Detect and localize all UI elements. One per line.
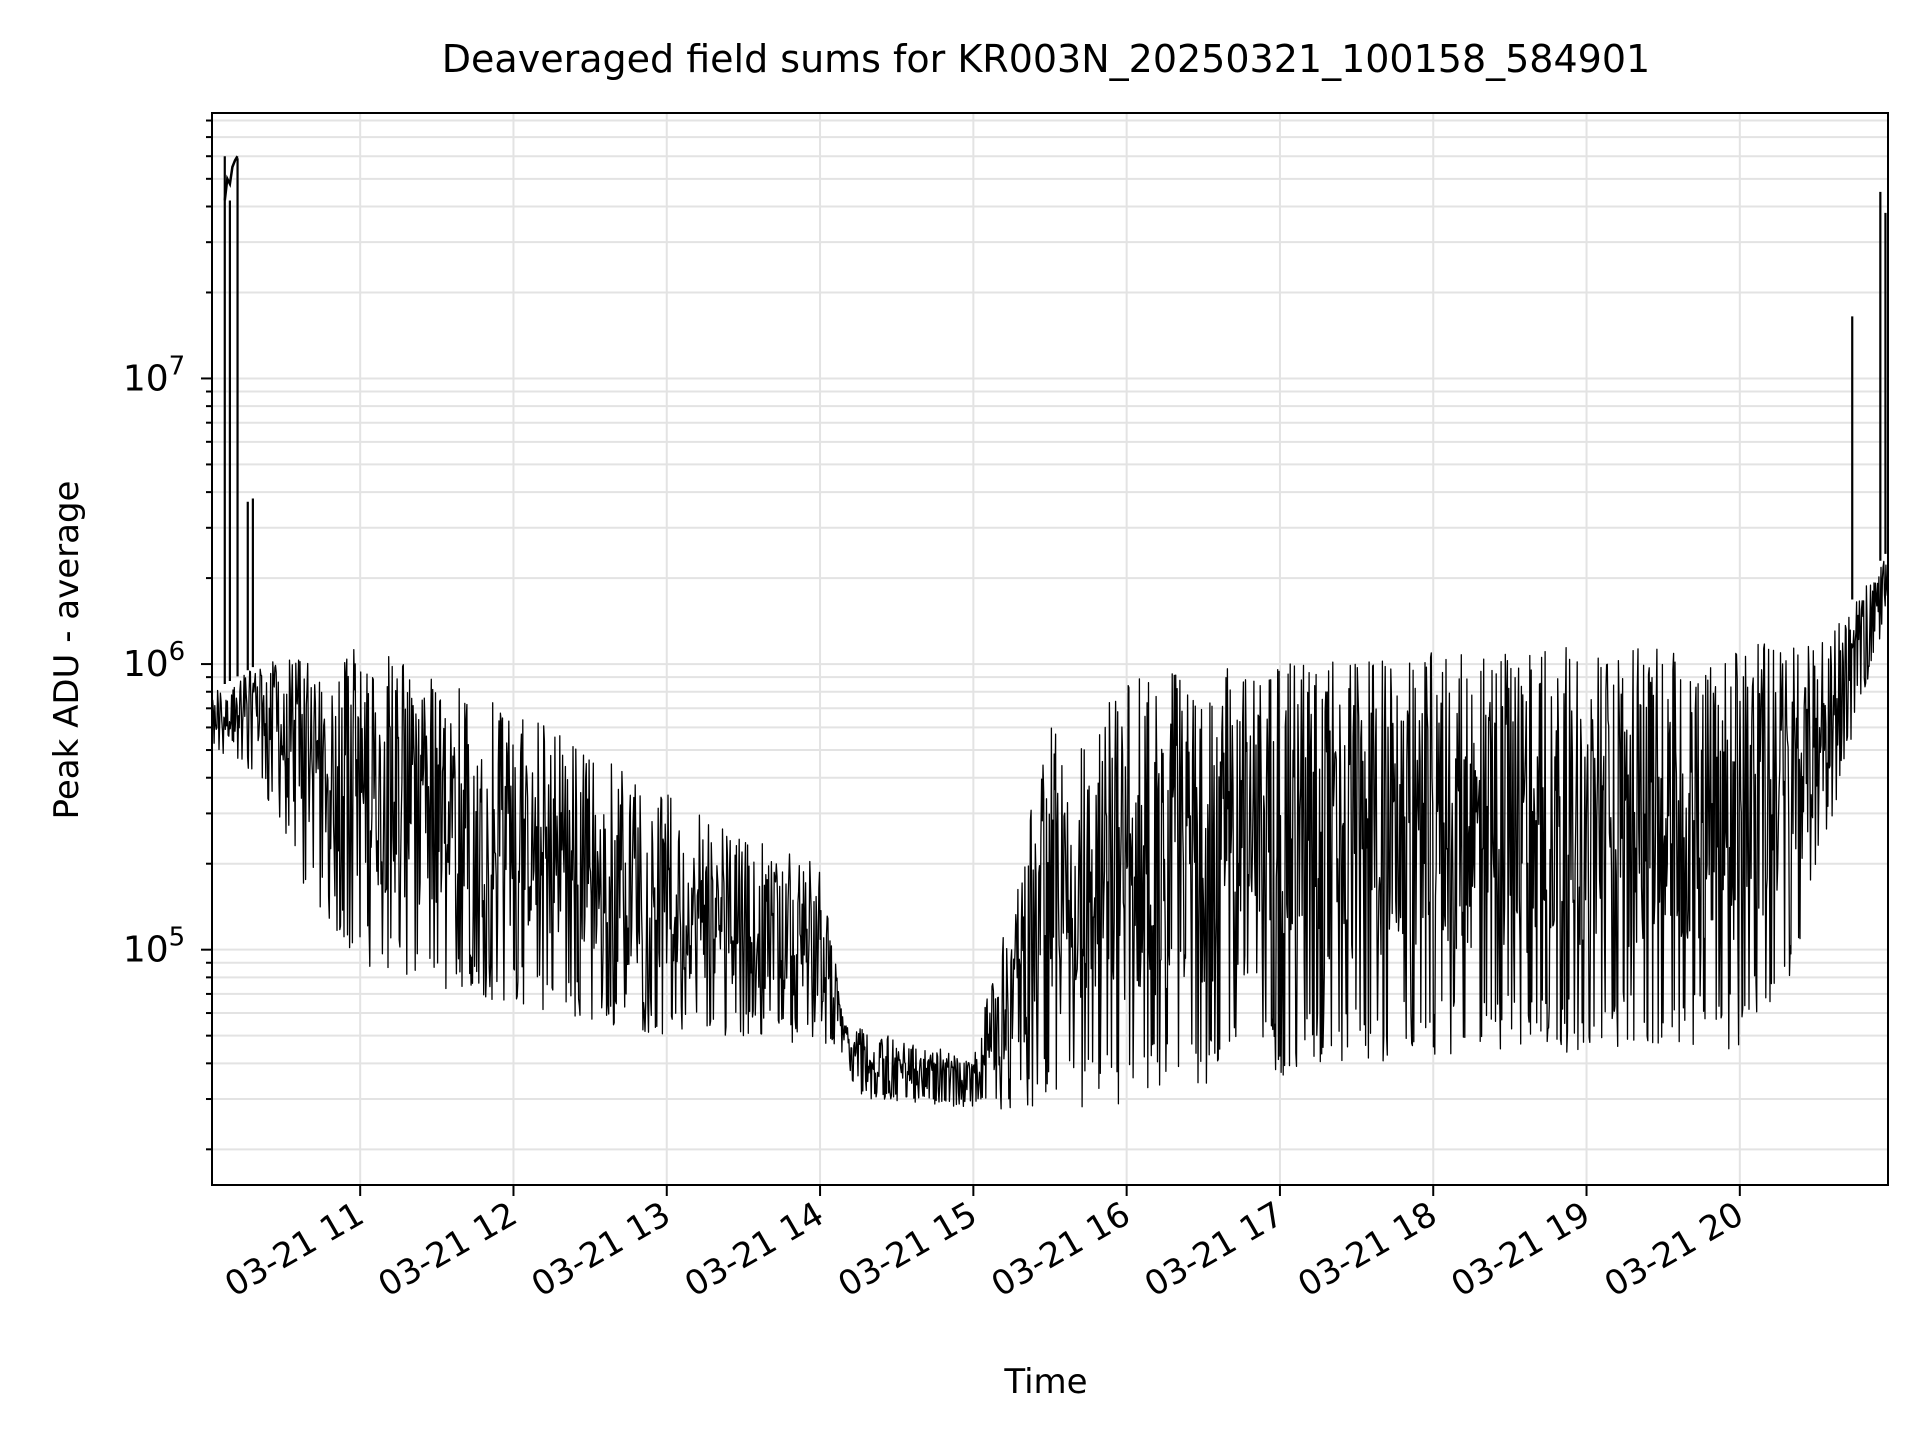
- chart-title: Deaveraged field sums for KR003N_2025032…: [442, 37, 1650, 81]
- axis-ticks: [201, 119, 1741, 1196]
- y-tick-label-exponent: 5: [169, 923, 186, 953]
- grid-lines: [212, 113, 1888, 1185]
- y-tick-label-exponent: 6: [169, 637, 186, 667]
- y-tick-label: 107: [123, 351, 185, 399]
- series-line: [211, 554, 1889, 1110]
- y-tick-label-exponent: 7: [169, 351, 186, 381]
- x-axis-label: Time: [1003, 1362, 1087, 1402]
- y-tick-label-base: 10: [123, 358, 169, 399]
- series-plateau: [223, 155, 239, 201]
- data-series: [211, 155, 1889, 1110]
- y-tick-label: 106: [123, 637, 185, 685]
- y-tick-label: 105: [123, 923, 185, 971]
- y-axis-label: Peak ADU - average: [47, 481, 87, 820]
- y-tick-label-base: 10: [123, 930, 169, 971]
- plot-frame: [211, 112, 1889, 1186]
- y-tick-label-base: 10: [123, 644, 169, 685]
